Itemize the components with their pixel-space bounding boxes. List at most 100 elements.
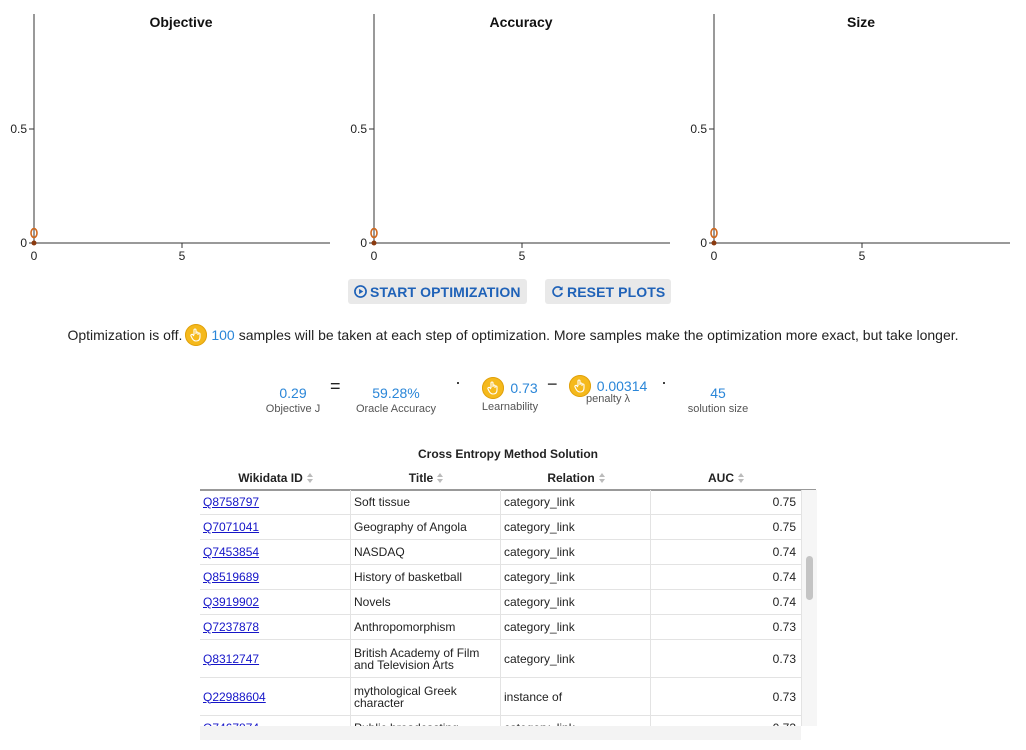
relation-cell: instance of	[501, 678, 651, 715]
relation-cell: category_link	[501, 590, 651, 614]
table-header: Wikidata ID Title Relation AUC	[200, 466, 816, 491]
title-cell: Public broadcasting	[351, 716, 501, 726]
sort-icon[interactable]	[598, 472, 605, 483]
sort-icon[interactable]	[437, 472, 444, 483]
plot-title: Size	[847, 14, 875, 30]
size-label: solution size	[687, 403, 749, 415]
title-cell: NASDAQ	[351, 540, 501, 564]
size-value: 45	[710, 385, 726, 401]
equals-sign: =	[330, 376, 341, 396]
wikidata-link[interactable]: Q7071041	[203, 520, 260, 534]
relation-cell: category_link	[501, 515, 651, 539]
plot-title: Objective	[149, 14, 212, 30]
auc-cell: 0.75	[772, 495, 796, 509]
accuracy-value: 59.28%	[372, 385, 420, 401]
accuracy-term: 59.28% Oracle Accuracy	[346, 385, 446, 415]
x-tick-label: 0	[371, 249, 378, 263]
relation-cell: category_link	[501, 490, 651, 514]
data-point	[710, 227, 718, 239]
penalty-label: penalty λ	[585, 393, 631, 405]
column-header-title[interactable]: Title	[351, 466, 501, 489]
title-cell: Anthropomorphism	[351, 615, 501, 639]
column-header-relation[interactable]: Relation	[501, 466, 651, 489]
multiply-dot: ·	[455, 372, 461, 392]
auc-cell: 0.74	[772, 595, 796, 609]
table-row: Q22988604 mythological Greek character i…	[200, 678, 816, 716]
horizontal-scrollbar[interactable]	[200, 726, 801, 740]
auc-cell: 0.73	[772, 689, 796, 704]
scrollbar-thumb[interactable]	[806, 556, 813, 600]
table-row: Q8312747 British Academy of Film and Tel…	[200, 640, 816, 678]
drag-hand-icon[interactable]	[482, 377, 505, 399]
wikidata-link[interactable]: Q22988604	[203, 689, 266, 704]
table-row: Q7453854 NASDAQ category_link 0.74	[200, 540, 816, 565]
x-tick-label: 5	[179, 249, 186, 263]
wikidata-link[interactable]: Q7453854	[203, 545, 260, 559]
title-cell: Novels	[351, 590, 501, 614]
optimization-status: Optimization is off. 100 samples will be…	[0, 324, 1026, 346]
relation-cell: category_link	[501, 540, 651, 564]
wikidata-link[interactable]: Q3919902	[203, 595, 260, 609]
y-tick-label: 0.5	[10, 122, 27, 136]
learnability-value[interactable]: 0.73	[510, 380, 538, 396]
column-header-wikidata-id[interactable]: Wikidata ID	[200, 466, 351, 489]
column-header-auc[interactable]: AUC	[651, 466, 801, 489]
accuracy-label: Oracle Accuracy	[355, 403, 437, 415]
title-cell: mythological Greek character	[351, 678, 501, 715]
sort-icon[interactable]	[306, 472, 313, 483]
data-point	[370, 227, 378, 239]
drag-hand-icon[interactable]	[568, 375, 591, 397]
accuracy-plot: Accuracy 0.5 0 0 5	[350, 14, 670, 263]
table-scrollbar[interactable]	[801, 490, 817, 726]
table-row: Q7467874 Public broadcasting category_li…	[200, 716, 816, 726]
table-row: Q3919902 Novels category_link 0.74	[200, 590, 816, 615]
wikidata-link[interactable]: Q7237878	[203, 620, 260, 634]
minus-sign: −	[547, 374, 558, 394]
multiply-dot: ·	[661, 372, 667, 392]
title-cell: History of basketball	[351, 565, 501, 589]
auc-cell: 0.75	[772, 520, 796, 534]
start-optimization-button[interactable]: START OPTIMIZATION	[348, 279, 527, 304]
y-tick-label: 0	[700, 236, 707, 250]
learnability-term: 0.73 Learnability	[474, 377, 546, 413]
y-tick-label: 0	[20, 236, 27, 250]
relation-cell: category_link	[501, 716, 651, 726]
wikidata-link[interactable]: Q8312747	[203, 651, 260, 666]
table-row: Q7071041 Geography of Angola category_li…	[200, 515, 816, 540]
x-tick-label: 5	[519, 249, 526, 263]
objective-plot: Objective 0.5 0 0 5	[10, 14, 330, 263]
reset-plots-button[interactable]: RESET PLOTS	[545, 279, 672, 304]
table-row: Q7237878 Anthropomorphism category_link …	[200, 615, 816, 640]
refresh-icon	[552, 286, 563, 297]
auc-cell: 0.73	[772, 620, 796, 634]
start-optimization-label: START OPTIMIZATION	[370, 283, 521, 300]
table-row: Q8758797 Soft tissue category_link 0.75	[200, 490, 816, 515]
wikidata-link[interactable]: Q8519689	[203, 570, 260, 584]
auc-cell: 0.74	[772, 570, 796, 584]
wikidata-link[interactable]: Q7467874	[203, 722, 259, 726]
sort-icon[interactable]	[738, 472, 744, 483]
objective-term: 0.29 Objective J	[253, 385, 333, 415]
objective-formula: 0.29 Objective J = 59.28% Oracle Accurac…	[0, 372, 1026, 426]
penalty-value[interactable]: 0.00314	[596, 378, 648, 394]
x-tick-label: 0	[31, 249, 38, 263]
samples-value[interactable]: 100	[211, 327, 235, 343]
data-point	[371, 240, 377, 246]
x-tick-label: 5	[859, 249, 866, 263]
penalty-term: 0.00314 penalty λ	[563, 375, 653, 405]
auc-cell: 0.73	[651, 716, 800, 726]
table-body[interactable]: Q8758797 Soft tissue category_link 0.75 …	[200, 490, 816, 726]
status-suffix: samples will be taken at each step of op…	[238, 327, 959, 343]
title-cell: British Academy of Film and Television A…	[351, 640, 501, 677]
x-tick-label: 0	[711, 249, 718, 263]
table-row: Q8519689 History of basketball category_…	[200, 565, 816, 590]
y-tick-label: 0.5	[350, 122, 367, 136]
relation-cell: category_link	[501, 565, 651, 589]
relation-cell: category_link	[501, 615, 651, 639]
relation-cell: category_link	[501, 640, 651, 677]
wikidata-link[interactable]: Q8758797	[203, 495, 260, 509]
plot-title: Accuracy	[489, 14, 552, 30]
data-point	[30, 227, 38, 239]
reset-plots-label: RESET PLOTS	[567, 283, 666, 300]
drag-hand-icon[interactable]	[185, 324, 208, 346]
